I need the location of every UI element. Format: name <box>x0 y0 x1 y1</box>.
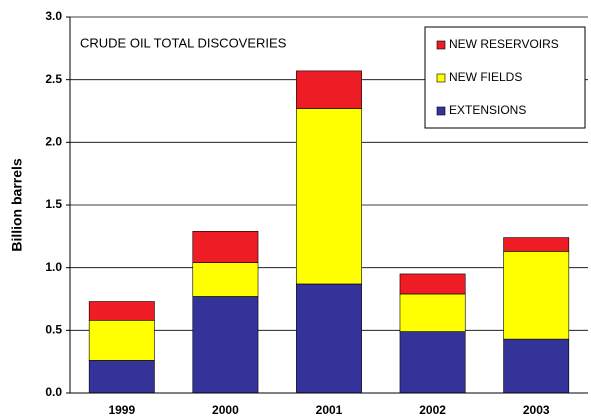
bar-segment <box>503 338 570 394</box>
y-tick-label: 0.5 <box>45 323 62 337</box>
bar-segment <box>88 301 155 321</box>
legend-box <box>424 26 586 129</box>
legend-swatch <box>436 106 446 116</box>
y-axis-label: Billion barrels <box>9 158 25 252</box>
bar-segment <box>296 283 362 394</box>
bar-segment <box>192 296 259 394</box>
bar-segment <box>503 237 570 252</box>
x-tick-label: 2003 <box>523 403 550 417</box>
legend-label: NEW RESERVOIRS <box>449 37 559 51</box>
bar-segment <box>296 108 362 285</box>
legend-swatch <box>436 40 446 50</box>
x-tick-label: 2000 <box>212 403 239 417</box>
bar-segment <box>296 70 362 109</box>
y-tick-label: 3.0 <box>45 9 62 23</box>
legend-label: EXTENSIONS <box>449 103 526 117</box>
bar-segment <box>503 251 570 340</box>
x-tick-label: 1999 <box>108 403 135 417</box>
bar-segment <box>192 231 259 263</box>
bar-segment <box>88 360 155 394</box>
y-tick-label: 0.0 <box>45 385 62 399</box>
y-tick-label: 2.5 <box>45 72 62 86</box>
bar-segment <box>192 262 259 297</box>
y-tick-label: 2.0 <box>45 135 62 149</box>
bar-segment <box>399 293 466 332</box>
bar-segment <box>399 331 466 394</box>
legend-label: NEW FIELDS <box>449 70 522 84</box>
y-tick-label: 1.5 <box>45 197 62 211</box>
bar-segment <box>399 273 466 295</box>
bar-segment <box>88 320 155 361</box>
x-tick-label: 2001 <box>316 403 343 417</box>
y-tick-label: 1.0 <box>45 260 62 274</box>
x-tick-label: 2002 <box>419 403 446 417</box>
legend-swatch <box>436 73 446 83</box>
chart-title: CRUDE OIL TOTAL DISCOVERIES <box>80 35 287 50</box>
